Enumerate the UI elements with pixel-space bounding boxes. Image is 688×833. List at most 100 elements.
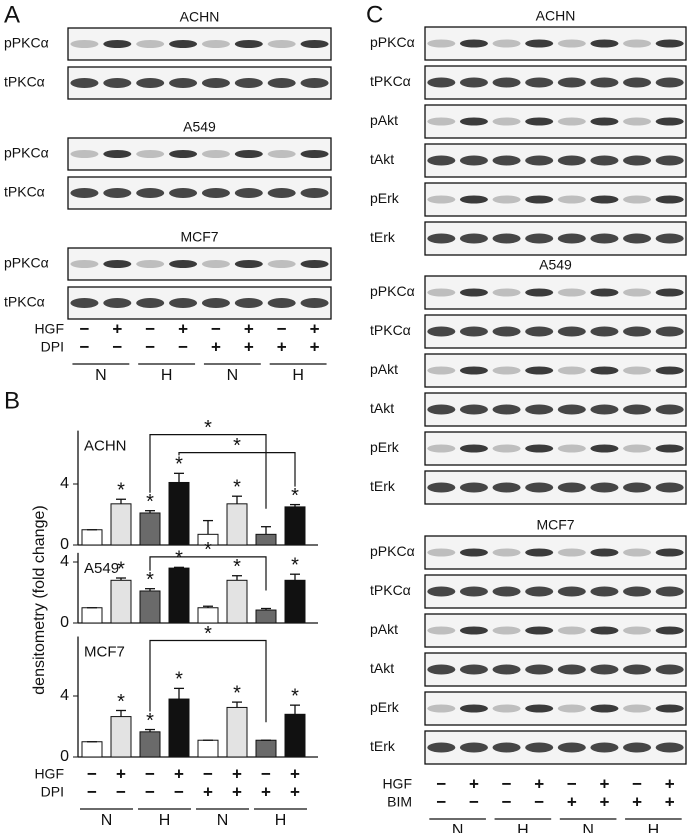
blot-band	[459, 548, 488, 557]
treatment-sign: −	[79, 319, 89, 338]
treatment-name: BIM	[387, 794, 412, 810]
blot-band	[427, 117, 456, 126]
blot-band	[655, 155, 684, 166]
bar	[284, 579, 306, 624]
blot-band	[234, 78, 263, 88]
blot-band	[136, 150, 165, 158]
blot-row-label: tPKCα	[370, 582, 411, 598]
treatment-sign: +	[310, 337, 320, 356]
bar	[168, 698, 190, 758]
blot-band	[623, 404, 652, 415]
blot-band	[525, 404, 554, 415]
bar	[110, 503, 132, 546]
blot-band	[136, 188, 165, 198]
blot-band	[655, 742, 684, 753]
treatment-sign: +	[567, 792, 577, 811]
blot-row-label: pPKCα	[4, 145, 49, 161]
blot-band	[590, 366, 619, 375]
bar	[168, 481, 190, 546]
blot-title: ACHN	[536, 8, 576, 24]
blot-band	[459, 704, 488, 713]
blot-band	[655, 77, 684, 88]
blot-band	[427, 404, 456, 415]
blot-row-label: pAkt	[370, 361, 398, 377]
blot-band	[459, 366, 488, 375]
blot-band	[201, 188, 230, 198]
blot-band	[459, 39, 488, 48]
blot-row-label: tPKCα	[4, 74, 45, 90]
treatment-sign: +	[211, 337, 221, 356]
blot-band	[590, 233, 619, 244]
blot-band	[590, 155, 619, 166]
treatment-sign: −	[469, 792, 479, 811]
blot-band	[557, 548, 586, 557]
y-tick-label: 0	[60, 748, 69, 765]
blot-band	[169, 188, 198, 198]
treatment-sign: −	[502, 774, 512, 793]
blot-band	[623, 77, 652, 88]
blot-band	[623, 444, 652, 453]
blot-band	[300, 78, 329, 88]
treatment-sign: +	[632, 792, 642, 811]
blot-band	[234, 188, 263, 198]
blot-band	[492, 664, 521, 675]
group-label: N	[95, 367, 107, 384]
treatment-sign: −	[632, 774, 642, 793]
treatment-sign: −	[145, 782, 155, 801]
bar	[110, 716, 132, 758]
treatment-sign: −	[261, 764, 271, 783]
blot-band	[267, 298, 296, 308]
blot-band	[655, 626, 684, 635]
y-tick-label: 4	[60, 475, 69, 492]
blot-band	[655, 664, 684, 675]
blot-band	[557, 117, 586, 126]
blot-band	[169, 298, 198, 308]
blot-band	[267, 78, 296, 88]
blot-band	[459, 586, 488, 597]
blot-band	[201, 260, 230, 268]
blot-band	[590, 626, 619, 635]
significance: *	[233, 476, 241, 498]
blot-band	[623, 586, 652, 597]
blot-band	[300, 188, 329, 198]
significance: *	[146, 710, 154, 732]
blot-band	[427, 155, 456, 166]
blot-band	[136, 78, 165, 88]
treatment-sign: +	[599, 792, 609, 811]
blot-band	[459, 742, 488, 753]
treatment-sign: −	[436, 792, 446, 811]
blot-row-label: tAkt	[370, 660, 394, 676]
group-label: N	[101, 812, 113, 829]
significance: *	[291, 685, 299, 707]
blot-row-label: tPKCα	[370, 322, 411, 338]
blot-band	[557, 444, 586, 453]
treatment-name: DPI	[41, 339, 64, 355]
blot-band	[557, 39, 586, 48]
blot-band	[492, 586, 521, 597]
treatment-name: DPI	[41, 784, 64, 800]
blot-band	[623, 366, 652, 375]
treatment-sign: +	[232, 764, 242, 783]
treatment-sign: +	[174, 764, 184, 783]
group-label: H	[292, 367, 304, 384]
blot-band	[655, 288, 684, 297]
blot-band	[70, 150, 99, 158]
blot-band	[136, 40, 165, 48]
significance: *	[117, 480, 125, 502]
treatment-sign: −	[203, 764, 213, 783]
blot-band	[267, 188, 296, 198]
significance: *	[175, 669, 183, 691]
blot-band	[459, 326, 488, 337]
blot-band	[557, 288, 586, 297]
blot-band	[267, 150, 296, 158]
blot-band	[427, 326, 456, 337]
comparison-bracket	[149, 556, 267, 591]
treatment-sign: +	[112, 319, 122, 338]
blot-band	[492, 117, 521, 126]
bar	[197, 739, 219, 758]
blot-band	[590, 664, 619, 675]
blot-row-label: pPKCα	[4, 255, 49, 271]
blot-band	[492, 155, 521, 166]
blot-band	[169, 150, 198, 158]
blot-band	[557, 664, 586, 675]
